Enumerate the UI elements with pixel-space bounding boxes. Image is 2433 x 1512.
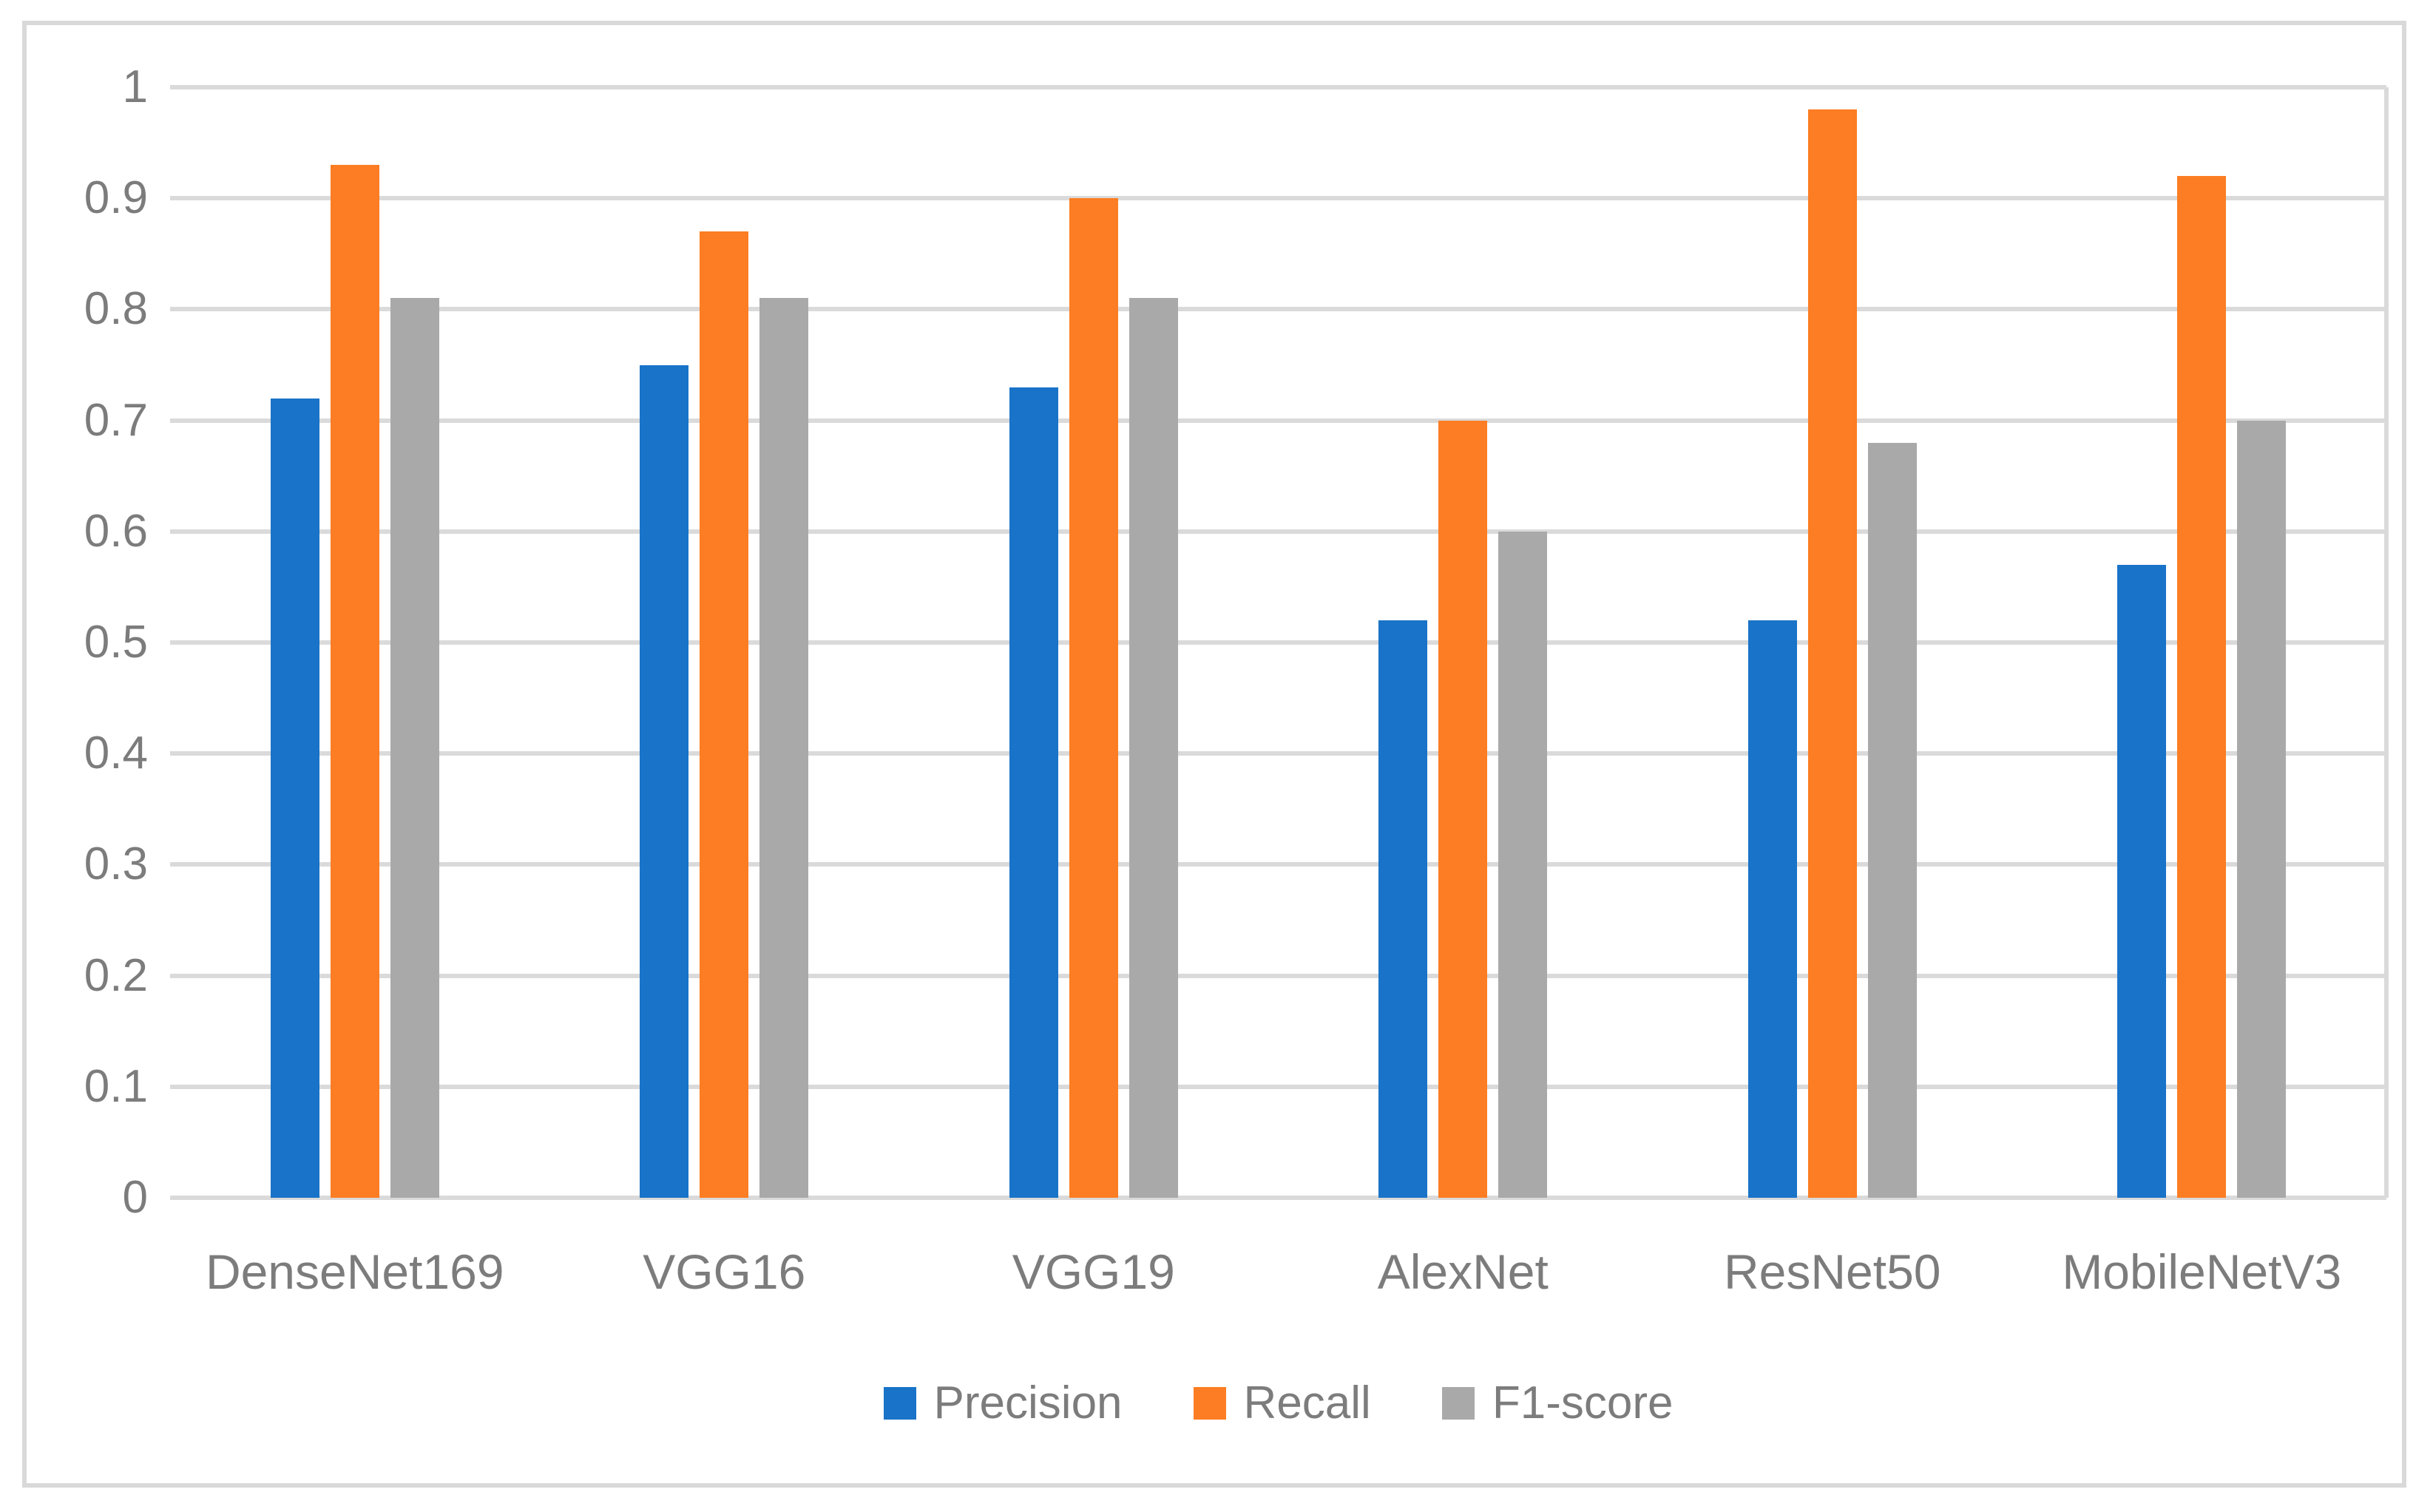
y-tick-label: 0.8 — [84, 283, 148, 335]
gridline-y-0.6 — [170, 529, 2386, 534]
bar-precision-vgg16 — [640, 365, 689, 1198]
gridline-y-0.9 — [170, 196, 2386, 201]
x-category-label-vgg16: VGG16 — [643, 1244, 806, 1299]
bar-f1-score-alexnet — [1498, 531, 1548, 1198]
bar-precision-mobilenetv3 — [2117, 564, 2167, 1198]
y-tick-label: 0.2 — [84, 949, 148, 1001]
bar-recall-densenet169 — [330, 165, 379, 1198]
legend-label-f1-score: F1-score — [1492, 1377, 1674, 1428]
bar-f1-score-resnet50 — [1867, 442, 1917, 1198]
gridline-y-0.3 — [170, 862, 2386, 867]
bar-recall-vgg19 — [1069, 198, 1118, 1198]
gridline-y-0.8 — [170, 307, 2386, 312]
bar-f1-score-mobilenetv3 — [2237, 420, 2287, 1198]
gridline-y-0.5 — [170, 640, 2386, 645]
y-tick-label: 0.3 — [84, 838, 148, 890]
gridline-y-1 — [170, 85, 2386, 89]
legend: Precision Recall F1-score — [170, 1377, 2386, 1429]
y-tick-label: 0 — [122, 1172, 148, 1223]
legend-swatch-recall — [1193, 1386, 1226, 1420]
legend-label-recall: Recall — [1243, 1377, 1371, 1428]
bar-recall-resnet50 — [1807, 109, 1857, 1198]
y-tick-label: 1 — [122, 61, 148, 112]
bar-recall-alexnet — [1438, 420, 1488, 1198]
gridline-y-0.7 — [170, 418, 2386, 423]
bar-recall-vgg16 — [700, 231, 749, 1198]
y-tick-label: 0.6 — [84, 505, 148, 557]
x-category-label-mobilenetv3: MobileNetV3 — [2062, 1244, 2342, 1299]
bar-recall-mobilenetv3 — [2177, 176, 2227, 1198]
bar-precision-resnet50 — [1747, 620, 1797, 1198]
legend-label-precision: Precision — [933, 1377, 1123, 1428]
bar-precision-alexnet — [1378, 620, 1428, 1198]
y-tick-label: 0.1 — [84, 1060, 148, 1112]
bar-f1-score-vgg16 — [759, 298, 809, 1198]
legend-item-f1-score: F1-score — [1441, 1377, 1674, 1429]
bar-f1-score-densenet169 — [390, 298, 439, 1198]
x-category-label-densenet169: DenseNet169 — [205, 1244, 504, 1299]
plot-right-border — [2384, 87, 2389, 1198]
gridline-y-0.2 — [170, 973, 2386, 978]
legend-item-precision: Precision — [883, 1377, 1123, 1429]
gridline-y-0 — [170, 1196, 2386, 1200]
bar-f1-score-vgg19 — [1128, 298, 1178, 1198]
legend-swatch-precision — [883, 1386, 916, 1420]
plot-area — [170, 85, 2389, 1200]
y-tick-label: 0.5 — [84, 617, 148, 668]
gridline-y-0.4 — [170, 751, 2386, 756]
x-category-label-alexnet: AlexNet — [1377, 1244, 1549, 1299]
y-tick-label: 0.9 — [84, 172, 148, 224]
legend-item-recall: Recall — [1193, 1377, 1371, 1429]
gridline-y-0.1 — [170, 1084, 2386, 1089]
x-category-label-vgg19: VGG19 — [1012, 1244, 1175, 1299]
bar-precision-densenet169 — [270, 398, 319, 1198]
x-category-label-resnet50: ResNet50 — [1724, 1244, 1941, 1299]
bar-precision-vgg19 — [1009, 387, 1058, 1198]
y-tick-label: 0.7 — [84, 394, 148, 446]
y-tick-label: 0.4 — [84, 728, 148, 779]
legend-swatch-f1-score — [1441, 1386, 1475, 1420]
